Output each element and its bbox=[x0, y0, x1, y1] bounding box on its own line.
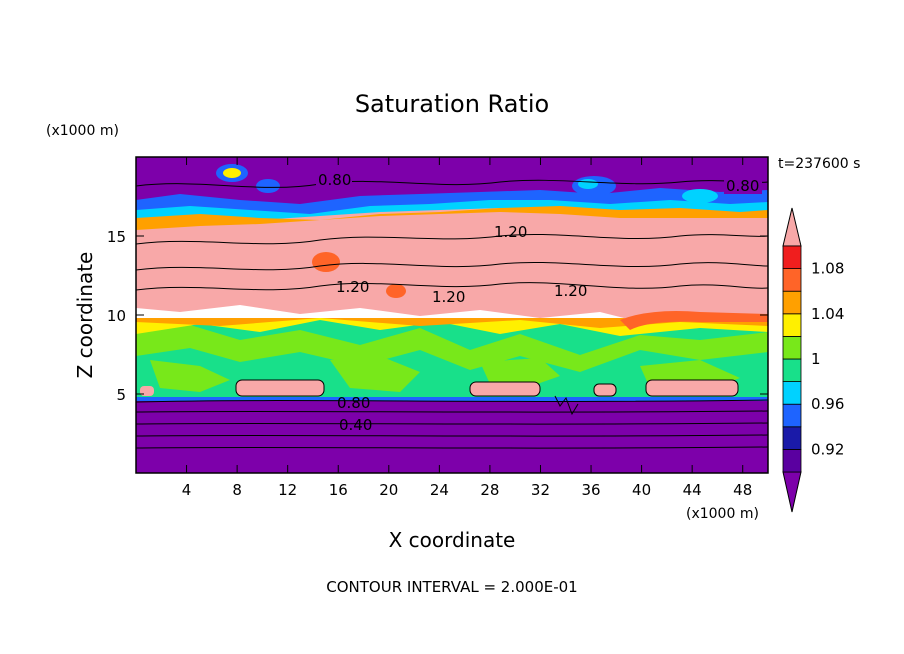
x-tick-label: 32 bbox=[531, 481, 550, 499]
colorbar-bin bbox=[782, 335, 802, 360]
x-axis: 4 8 12 16 20 24 28 32 36 40 44 48 bbox=[182, 157, 752, 499]
cloud-patches bbox=[136, 318, 768, 397]
colorbar-bin bbox=[782, 290, 802, 315]
x-tick-label: 16 bbox=[329, 481, 348, 499]
colorbar-bin bbox=[782, 245, 802, 270]
colorbar-bin bbox=[782, 448, 802, 473]
contour-labels: 0.80 0.80 1.20 1.20 1.20 1.20 0.80 0.40 bbox=[316, 170, 762, 434]
colorbar-bin bbox=[782, 313, 802, 337]
colorbar-tick-label: 1.04 bbox=[811, 305, 844, 323]
colorbar-above-triangle bbox=[782, 207, 802, 247]
x-tick-label: 36 bbox=[581, 481, 600, 499]
colorbar-bin bbox=[782, 268, 802, 292]
colorbar-tick-label: 1 bbox=[811, 350, 821, 368]
x-tick-label: 12 bbox=[278, 481, 297, 499]
y-tick-label: 5 bbox=[116, 386, 126, 404]
y-unit-label: (x1000 m) bbox=[46, 123, 119, 139]
chart-title: Saturation Ratio bbox=[355, 90, 549, 118]
time-label: t=237600 s bbox=[778, 156, 860, 172]
contour-label: 1.20 bbox=[554, 282, 587, 300]
colorbar-tick-label: 1.08 bbox=[811, 260, 844, 278]
colorbar-tick-label: 0.96 bbox=[811, 395, 844, 413]
y-tick-label: 10 bbox=[107, 307, 126, 325]
x-tick-label: 24 bbox=[430, 481, 449, 499]
contour-label: 0.80 bbox=[726, 177, 759, 195]
x-tick-label: 8 bbox=[232, 481, 242, 499]
x-tick-label: 4 bbox=[182, 481, 192, 499]
contour-label: 0.80 bbox=[337, 394, 370, 412]
contour-label: 0.80 bbox=[318, 171, 351, 189]
contour-label: 1.20 bbox=[494, 223, 527, 241]
colorbar-bin bbox=[782, 381, 802, 405]
upper-supersaturated-band bbox=[136, 203, 768, 322]
colorbar-tick-label: 0.92 bbox=[811, 440, 844, 458]
contour-label: 1.20 bbox=[432, 288, 465, 306]
contour-label: 1.20 bbox=[336, 278, 369, 296]
colorbar-bin bbox=[782, 426, 802, 450]
top-dry-layer bbox=[136, 157, 768, 218]
colorbar: 0.92 0.96 1 1.04 1.08 bbox=[782, 207, 844, 513]
x-tick-label: 28 bbox=[480, 481, 499, 499]
colorbar-bin bbox=[782, 403, 802, 428]
x-axis-label: X coordinate bbox=[389, 528, 516, 552]
x-tick-label: 20 bbox=[379, 481, 398, 499]
y-axis: 5 10 15 bbox=[107, 228, 768, 404]
x-unit-label: (x1000 m) bbox=[686, 506, 759, 522]
contour-lines bbox=[136, 179, 768, 449]
x-tick-label: 48 bbox=[733, 481, 752, 499]
contour-label: 0.40 bbox=[339, 416, 372, 434]
colorbar-bin bbox=[782, 358, 802, 383]
contour-interval-footer: CONTOUR INTERVAL = 2.000E-01 bbox=[326, 578, 577, 596]
colorbar-below-triangle bbox=[782, 471, 802, 513]
x-tick-label: 40 bbox=[632, 481, 651, 499]
y-axis-label: Z coordinate bbox=[73, 252, 97, 379]
x-tick-label: 44 bbox=[683, 481, 702, 499]
saturation-field bbox=[136, 157, 768, 473]
y-tick-label: 15 bbox=[107, 228, 126, 246]
